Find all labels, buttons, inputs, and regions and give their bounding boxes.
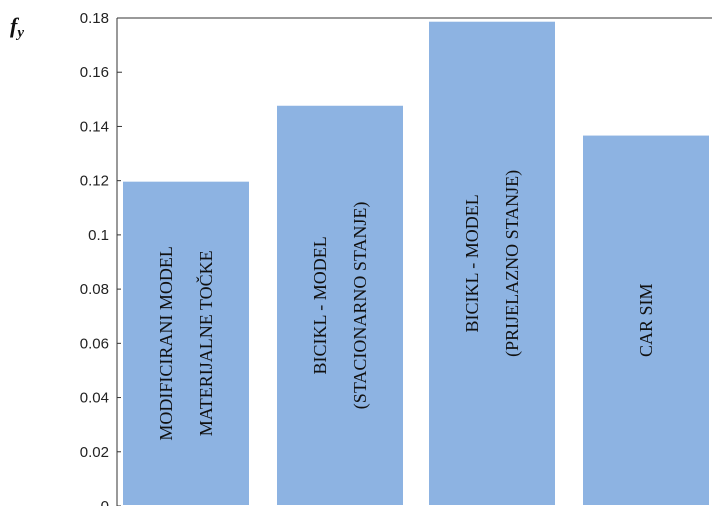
y-tick-label: 0.02 — [80, 444, 109, 461]
y-tick-label: 0.18 — [80, 10, 109, 27]
y-axis-label-main: f — [10, 13, 20, 38]
bar-label: BICIKL - MODEL — [462, 194, 482, 332]
bar — [121, 179, 251, 506]
y-tick-label: 0.04 — [80, 390, 109, 407]
bar — [275, 103, 405, 506]
y-tick-label: 0 — [101, 498, 109, 506]
y-axis-label-sub: y — [15, 25, 24, 41]
bar-label: MODIFICIRANI MODEL — [156, 246, 176, 441]
bar-label: BICIKL - MODEL — [310, 236, 330, 374]
y-tick-label: 0.1 — [88, 227, 109, 244]
bar-label: (PRIJELAZNO STANJE) — [502, 170, 523, 357]
y-tick-label: 0.14 — [80, 118, 109, 135]
y-tick-label: 0.16 — [80, 64, 109, 81]
y-tick-label: 0.06 — [80, 335, 109, 352]
bar-label: MATERIJALNE TOČKE — [195, 250, 216, 436]
plot-area: 0 0.02 0.04 0.06 0.08 0.1 0.12 0.14 0.16 0.18 MODI… — [80, 10, 712, 506]
bar-label: CAR SIM — [636, 284, 656, 358]
bar — [581, 133, 711, 506]
bar — [427, 19, 557, 506]
y-axis-label: fy — [10, 13, 24, 41]
y-tick-label: 0.12 — [80, 173, 109, 190]
y-tick-label: 0.08 — [80, 281, 109, 298]
bar-label: (STACIONARNO STANJE) — [350, 202, 371, 410]
